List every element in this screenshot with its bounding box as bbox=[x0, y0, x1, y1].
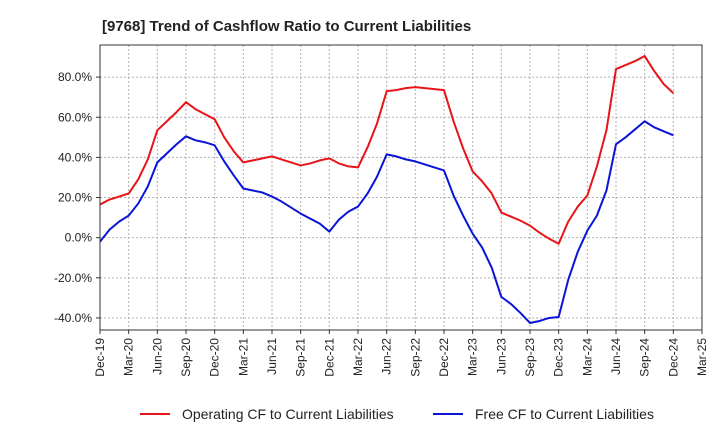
x-tick-label-17: Mar-24 bbox=[580, 338, 594, 376]
y-axis: -40.0% -20.0% 0.0% 20.0% 40.0% 60.0% 80.0% bbox=[54, 70, 100, 325]
series-line-1 bbox=[99, 120, 674, 324]
x-tick-label-10: Jun-22 bbox=[380, 338, 394, 375]
x-tick-label-19: Sep-24 bbox=[638, 338, 652, 377]
x-tick-label-8: Dec-21 bbox=[322, 338, 336, 377]
x-tick-label-16: Dec-23 bbox=[552, 338, 566, 377]
series-layer bbox=[99, 55, 675, 324]
x-tick-label-15: Sep-23 bbox=[523, 338, 537, 377]
x-tick-label-6: Jun-21 bbox=[265, 338, 279, 375]
y-tick-label-3: 20.0% bbox=[58, 191, 92, 205]
x-tick-label-7: Sep-21 bbox=[294, 338, 308, 377]
y-tick-label-2: 0.0% bbox=[65, 231, 93, 245]
x-tick-label-14: Jun-23 bbox=[494, 338, 508, 375]
x-tick-label-12: Dec-22 bbox=[437, 338, 451, 377]
x-tick-label-2: Jun-20 bbox=[150, 338, 164, 375]
x-tick-label-0: Dec-19 bbox=[93, 338, 107, 377]
y-tick-label-4: 40.0% bbox=[58, 150, 92, 164]
x-tick-label-3: Sep-20 bbox=[179, 338, 193, 377]
legend: Operating CF to Current Liabilities Free … bbox=[140, 406, 654, 422]
y-tick-label-1: -20.0% bbox=[54, 271, 92, 285]
plot-frame bbox=[99, 44, 703, 331]
y-tick-label-6: 80.0% bbox=[58, 70, 92, 84]
x-tick-label-4: Dec-20 bbox=[208, 338, 222, 377]
legend-label-0: Operating CF to Current Liabilities bbox=[182, 406, 394, 422]
x-tick-label-20: Dec-24 bbox=[666, 338, 680, 377]
chart-title: [9768] Trend of Cashflow Ratio to Curren… bbox=[102, 18, 471, 35]
x-tick-label-18: Jun-24 bbox=[609, 338, 623, 375]
x-tick-label-1: Mar-20 bbox=[122, 338, 136, 376]
series-line-0 bbox=[99, 55, 675, 245]
x-tick-label-9: Mar-22 bbox=[351, 338, 365, 376]
x-tick-label-21: Mar-25 bbox=[695, 338, 709, 376]
y-tick-label-0: -40.0% bbox=[54, 311, 92, 325]
grid-layer bbox=[100, 45, 702, 330]
x-axis: Dec-19 Mar-20 Jun-20 Sep-20 Dec-20 Mar-21 Jun-… bbox=[93, 330, 709, 377]
x-tick-label-5: Mar-21 bbox=[236, 338, 250, 376]
legend-label-1: Free CF to Current Liabilities bbox=[475, 406, 654, 422]
x-tick-label-11: Sep-22 bbox=[408, 338, 422, 377]
y-tick-label-5: 60.0% bbox=[58, 110, 92, 124]
x-tick-label-13: Mar-23 bbox=[466, 338, 480, 376]
